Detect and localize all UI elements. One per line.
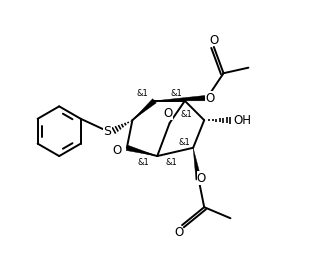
Text: O: O [209,34,219,47]
Text: &1: &1 [171,90,182,98]
Text: O: O [197,172,206,185]
Text: S: S [103,125,111,138]
Text: O: O [175,225,184,239]
Text: &1: &1 [136,90,148,98]
Text: O: O [206,92,215,105]
Text: &1: &1 [165,158,177,167]
Text: &1: &1 [138,158,149,167]
Text: &1: &1 [180,110,192,119]
Text: O: O [164,107,173,120]
Text: OH: OH [233,114,251,127]
Text: O: O [113,144,122,157]
Polygon shape [155,95,207,101]
Text: &1: &1 [179,138,191,147]
Polygon shape [126,145,157,156]
Polygon shape [132,99,156,120]
Polygon shape [193,148,201,180]
